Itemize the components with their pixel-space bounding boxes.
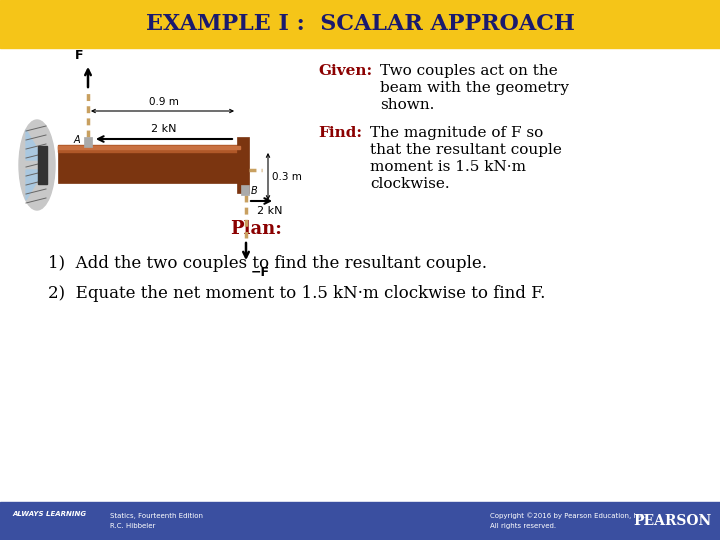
Text: 0.9 m: 0.9 m — [149, 97, 179, 107]
Text: Two couples act on the: Two couples act on the — [380, 64, 558, 78]
Text: beam with the geometry: beam with the geometry — [380, 81, 569, 95]
Text: A: A — [73, 135, 80, 145]
Bar — [84, 137, 92, 147]
Text: Copyright ©2016 by Pearson Education, Inc.: Copyright ©2016 by Pearson Education, In… — [490, 512, 646, 519]
Text: EXAMPLE I :  SCALAR APPROACH: EXAMPLE I : SCALAR APPROACH — [145, 13, 575, 35]
Text: All rights reserved.: All rights reserved. — [490, 523, 556, 529]
Text: moment is 1.5 kN·m: moment is 1.5 kN·m — [370, 160, 526, 174]
Text: 2 kN: 2 kN — [257, 206, 283, 216]
Text: −F: −F — [251, 266, 270, 279]
Text: B: B — [251, 186, 258, 196]
Polygon shape — [26, 170, 44, 200]
Text: 2 kN: 2 kN — [151, 124, 176, 134]
Bar — [0, 0, 720, 48]
Ellipse shape — [19, 120, 55, 210]
Bar — [38, 146, 47, 184]
Bar — [237, 137, 249, 193]
Bar — [241, 185, 249, 195]
Text: 2)  Equate the net moment to 1.5 kN·m clockwise to find F.: 2) Equate the net moment to 1.5 kN·m clo… — [48, 285, 545, 302]
Text: Statics, Fourteenth Edition: Statics, Fourteenth Edition — [110, 513, 203, 519]
Text: that the resultant couple: that the resultant couple — [370, 143, 562, 157]
Text: PEARSON: PEARSON — [634, 514, 712, 528]
Text: F: F — [74, 49, 83, 62]
Bar — [58, 145, 240, 152]
Text: The magnitude of F so: The magnitude of F so — [370, 126, 544, 140]
Text: shown.: shown. — [380, 98, 434, 112]
Text: 1)  Add the two couples to find the resultant couple.: 1) Add the two couples to find the resul… — [48, 255, 487, 272]
Text: R.C. Hibbeler: R.C. Hibbeler — [110, 523, 156, 529]
Text: Given:: Given: — [318, 64, 372, 78]
Text: 0.3 m: 0.3 m — [272, 172, 302, 181]
Bar — [58, 147, 240, 183]
Polygon shape — [26, 130, 44, 160]
Bar — [58, 146, 240, 149]
Text: Find:: Find: — [318, 126, 362, 140]
Text: clockwise.: clockwise. — [370, 177, 449, 191]
Text: ALWAYS LEARNING: ALWAYS LEARNING — [12, 511, 86, 517]
Bar — [0, 502, 720, 540]
Text: Plan:: Plan: — [230, 220, 282, 238]
